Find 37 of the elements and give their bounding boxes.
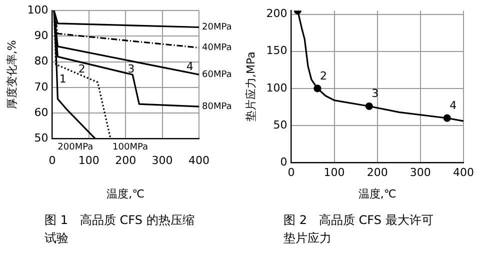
y-axis-title: 厚度变化率,%	[5, 40, 18, 110]
text: 图 2 高品质 CFS 最大许可垫片应力	[284, 212, 434, 247]
annotation: 4	[186, 60, 194, 73]
x-tick-label: 300	[152, 154, 173, 168]
series-label: 80MPa	[202, 102, 232, 112]
text: 图 1 高品质 CFS 的热压缩试验	[44, 212, 194, 247]
x-tick-label: 400	[188, 154, 210, 168]
y-axis-title: 垫片应力,MPa	[244, 52, 258, 122]
x-tick-label: 200	[366, 166, 388, 180]
annotation: 4	[450, 98, 457, 112]
x-tick-label: 400	[453, 166, 474, 180]
y-tick-label: 50	[34, 131, 48, 144]
x-tick-label: 200	[115, 154, 136, 168]
annotation: 1	[59, 72, 66, 86]
y-tick-label: 60	[34, 106, 48, 119]
series-label: 40MPa	[202, 43, 232, 54]
series-label: 100MPa	[112, 142, 148, 152]
y-tick-label: 80	[34, 54, 48, 68]
y-tick-label: 100	[27, 3, 48, 16]
y-tick-label: 100	[266, 81, 288, 94]
y-tick-label: 150	[266, 44, 288, 58]
series-label: 20MPa	[202, 22, 232, 33]
x-tick-label: 100	[78, 154, 100, 168]
y-tick-label: 90	[34, 29, 48, 42]
x-tick-label: 300	[410, 166, 431, 180]
x-axis-title: 温度,℃	[106, 187, 145, 200]
annotation: 2	[78, 62, 86, 76]
annotation: 2	[320, 69, 327, 82]
y-tick-label: 200	[266, 7, 288, 20]
x-axis-title: 温度,℃	[358, 187, 396, 200]
series-label: 60MPa	[202, 70, 232, 80]
annotation: 3	[128, 62, 135, 76]
y-tick-label: 50	[273, 118, 288, 132]
series-label: 200MPa	[58, 142, 94, 152]
x-tick-label: 100	[324, 166, 345, 180]
y-tick-label: 70	[34, 80, 48, 94]
annotation: 3	[372, 87, 379, 100]
